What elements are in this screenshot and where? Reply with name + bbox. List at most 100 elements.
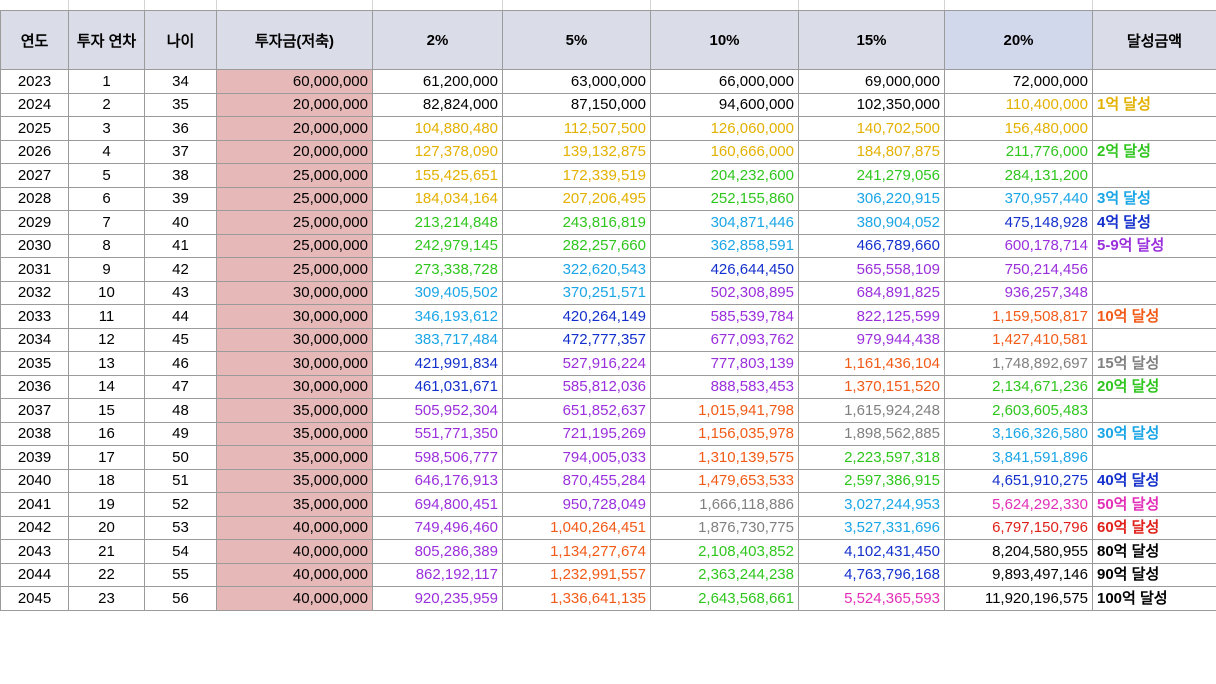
invest-year-cell[interactable]: 4 [68, 139, 145, 164]
rate-2-cell[interactable]: 346,193,612 [372, 304, 503, 329]
age-cell[interactable]: 50 [144, 445, 217, 470]
year-cell[interactable]: 2042 [0, 515, 69, 540]
rate-5-cell[interactable]: 1,040,264,451 [502, 515, 651, 540]
achievement-cell[interactable]: 50억 달성 [1092, 492, 1216, 517]
rate-15-cell[interactable]: 1,615,924,248 [798, 398, 945, 423]
achievement-cell[interactable]: 15억 달성 [1092, 351, 1216, 376]
invest-year-cell[interactable]: 12 [68, 327, 145, 352]
rate-20-cell[interactable]: 110,400,000 [944, 92, 1093, 117]
rate-5-cell[interactable]: 63,000,000 [502, 69, 651, 94]
achievement-cell[interactable] [1092, 280, 1216, 305]
rate-15-cell[interactable]: 1,161,436,104 [798, 351, 945, 376]
year-cell[interactable]: 2024 [0, 92, 69, 117]
achievement-cell[interactable] [1092, 398, 1216, 423]
rate-2-cell[interactable]: 421,991,834 [372, 351, 503, 376]
rate-10-cell[interactable]: 1,310,139,575 [650, 445, 799, 470]
achievement-cell[interactable]: 30억 달성 [1092, 421, 1216, 446]
invest-year-cell[interactable]: 1 [68, 69, 145, 94]
year-cell[interactable]: 2031 [0, 257, 69, 282]
invest-year-cell[interactable]: 10 [68, 280, 145, 305]
header-cell-rate-5[interactable]: 5% [502, 10, 651, 70]
invest-year-cell[interactable]: 20 [68, 515, 145, 540]
rate-20-cell[interactable]: 211,776,000 [944, 139, 1093, 164]
investment-cell[interactable]: 30,000,000 [216, 327, 373, 352]
rate-5-cell[interactable]: 1,134,277,674 [502, 539, 651, 564]
rate-20-cell[interactable]: 156,480,000 [944, 116, 1093, 141]
rate-2-cell[interactable]: 694,800,451 [372, 492, 503, 517]
rate-10-cell[interactable]: 1,876,730,775 [650, 515, 799, 540]
investment-cell[interactable]: 35,000,000 [216, 398, 373, 423]
rate-20-cell[interactable]: 2,134,671,236 [944, 374, 1093, 399]
rate-2-cell[interactable]: 598,506,777 [372, 445, 503, 470]
age-cell[interactable]: 34 [144, 69, 217, 94]
age-cell[interactable]: 48 [144, 398, 217, 423]
year-cell[interactable]: 2026 [0, 139, 69, 164]
age-cell[interactable]: 41 [144, 233, 217, 258]
achievement-cell[interactable]: 1억 달성 [1092, 92, 1216, 117]
invest-year-cell[interactable]: 8 [68, 233, 145, 258]
rate-10-cell[interactable]: 502,308,895 [650, 280, 799, 305]
year-cell[interactable]: 2032 [0, 280, 69, 305]
rate-5-cell[interactable]: 472,777,357 [502, 327, 651, 352]
achievement-cell[interactable]: 90억 달성 [1092, 562, 1216, 587]
invest-year-cell[interactable]: 5 [68, 163, 145, 188]
rate-2-cell[interactable]: 862,192,117 [372, 562, 503, 587]
rate-2-cell[interactable]: 213,214,848 [372, 210, 503, 235]
rate-15-cell[interactable]: 306,220,915 [798, 186, 945, 211]
age-cell[interactable]: 46 [144, 351, 217, 376]
investment-cell[interactable]: 25,000,000 [216, 233, 373, 258]
achievement-cell[interactable]: 3억 달성 [1092, 186, 1216, 211]
age-cell[interactable]: 45 [144, 327, 217, 352]
rate-20-cell[interactable]: 370,957,440 [944, 186, 1093, 211]
invest-year-cell[interactable]: 23 [68, 586, 145, 611]
rate-5-cell[interactable]: 282,257,660 [502, 233, 651, 258]
rate-5-cell[interactable]: 527,916,224 [502, 351, 651, 376]
investment-cell[interactable]: 40,000,000 [216, 586, 373, 611]
rate-2-cell[interactable]: 749,496,460 [372, 515, 503, 540]
achievement-cell[interactable]: 4억 달성 [1092, 210, 1216, 235]
rate-20-cell[interactable]: 284,131,200 [944, 163, 1093, 188]
invest-year-cell[interactable]: 6 [68, 186, 145, 211]
rate-2-cell[interactable]: 805,286,389 [372, 539, 503, 564]
rate-2-cell[interactable]: 551,771,350 [372, 421, 503, 446]
invest-year-cell[interactable]: 14 [68, 374, 145, 399]
year-cell[interactable]: 2038 [0, 421, 69, 446]
rate-5-cell[interactable]: 370,251,571 [502, 280, 651, 305]
age-cell[interactable]: 51 [144, 468, 217, 493]
age-cell[interactable]: 49 [144, 421, 217, 446]
invest-year-cell[interactable]: 3 [68, 116, 145, 141]
rate-20-cell[interactable]: 3,841,591,896 [944, 445, 1093, 470]
header-cell-investment[interactable]: 투자금(저축) [216, 10, 373, 70]
investment-cell[interactable]: 25,000,000 [216, 186, 373, 211]
year-cell[interactable]: 2044 [0, 562, 69, 587]
rate-20-cell[interactable]: 5,624,292,330 [944, 492, 1093, 517]
achievement-cell[interactable]: 40억 달성 [1092, 468, 1216, 493]
rate-20-cell[interactable]: 2,603,605,483 [944, 398, 1093, 423]
header-cell-rate-15[interactable]: 15% [798, 10, 945, 70]
achievement-cell[interactable]: 80억 달성 [1092, 539, 1216, 564]
achievement-cell[interactable]: 20억 달성 [1092, 374, 1216, 399]
rate-20-cell[interactable]: 1,748,892,697 [944, 351, 1093, 376]
investment-cell[interactable]: 20,000,000 [216, 139, 373, 164]
year-cell[interactable]: 2027 [0, 163, 69, 188]
rate-5-cell[interactable]: 870,455,284 [502, 468, 651, 493]
rate-2-cell[interactable]: 242,979,145 [372, 233, 503, 258]
header-cell-rate-20[interactable]: 20% [944, 10, 1093, 70]
age-cell[interactable]: 43 [144, 280, 217, 305]
age-cell[interactable]: 39 [144, 186, 217, 211]
rate-10-cell[interactable]: 94,600,000 [650, 92, 799, 117]
investment-cell[interactable]: 35,000,000 [216, 492, 373, 517]
rate-2-cell[interactable]: 104,880,480 [372, 116, 503, 141]
header-cell-age[interactable]: 나이 [144, 10, 217, 70]
rate-15-cell[interactable]: 2,223,597,318 [798, 445, 945, 470]
rate-20-cell[interactable]: 936,257,348 [944, 280, 1093, 305]
age-cell[interactable]: 36 [144, 116, 217, 141]
invest-year-cell[interactable]: 2 [68, 92, 145, 117]
rate-5-cell[interactable]: 112,507,500 [502, 116, 651, 141]
year-cell[interactable]: 2029 [0, 210, 69, 235]
rate-15-cell[interactable]: 5,524,365,593 [798, 586, 945, 611]
rate-10-cell[interactable]: 677,093,762 [650, 327, 799, 352]
year-cell[interactable]: 2037 [0, 398, 69, 423]
rate-20-cell[interactable]: 8,204,580,955 [944, 539, 1093, 564]
investment-cell[interactable]: 30,000,000 [216, 280, 373, 305]
